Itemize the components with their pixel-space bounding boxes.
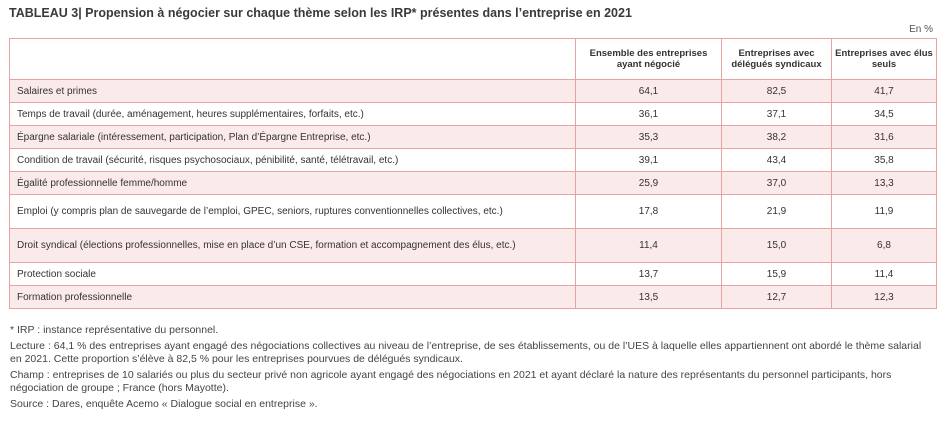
cell-elus: 13,3 bbox=[831, 171, 937, 195]
cell-delegues: 12,7 bbox=[721, 285, 832, 309]
cell-elus: 34,5 bbox=[831, 102, 937, 126]
header-delegues: Entreprises avec délégués syndicaux bbox=[721, 38, 832, 80]
table-row: Protection sociale 13,7 15,9 11,4 bbox=[9, 262, 937, 286]
cell-ensemble: 11,4 bbox=[575, 228, 722, 263]
cell-delegues: 15,9 bbox=[721, 262, 832, 286]
note-lecture: Lecture : 64,1 % des entreprises ayant e… bbox=[10, 339, 922, 366]
unit-label: En % bbox=[909, 24, 933, 35]
note-source: Source : Dares, enquête Acemo « Dialogue… bbox=[10, 397, 318, 410]
cell-ensemble: 36,1 bbox=[575, 102, 722, 126]
header-elus: Entreprises avec élus seuls bbox=[831, 38, 937, 80]
cell-delegues: 37,0 bbox=[721, 171, 832, 195]
cell-elus: 11,4 bbox=[831, 262, 937, 286]
note-champ: Champ : entreprises de 10 salariés ou pl… bbox=[10, 368, 892, 395]
cell-ensemble: 39,1 bbox=[575, 148, 722, 172]
cell-ensemble: 17,8 bbox=[575, 194, 722, 229]
cell-ensemble: 13,5 bbox=[575, 285, 722, 309]
header-ensemble: Ensemble des entreprises ayant négocié bbox=[575, 38, 722, 80]
row-label: Formation professionnelle bbox=[9, 285, 576, 309]
cell-ensemble: 13,7 bbox=[575, 262, 722, 286]
cell-elus: 12,3 bbox=[831, 285, 937, 309]
row-label: Condition de travail (sécurité, risques … bbox=[9, 148, 576, 172]
table-row: Égalité professionnelle femme/homme 25,9… bbox=[9, 171, 937, 195]
cell-delegues: 15,0 bbox=[721, 228, 832, 263]
cell-delegues: 82,5 bbox=[721, 79, 832, 103]
table-row: Emploi (y compris plan de sauvegarde de … bbox=[9, 194, 937, 229]
table-row: Condition de travail (sécurité, risques … bbox=[9, 148, 937, 172]
cell-ensemble: 64,1 bbox=[575, 79, 722, 103]
row-label: Salaires et primes bbox=[9, 79, 576, 103]
cell-delegues: 37,1 bbox=[721, 102, 832, 126]
table-row: Formation professionnelle 13,5 12,7 12,3 bbox=[9, 285, 937, 309]
row-label: Temps de travail (durée, aménagement, he… bbox=[9, 102, 576, 126]
table-row: Épargne salariale (intéressement, partic… bbox=[9, 125, 937, 149]
cell-delegues: 38,2 bbox=[721, 125, 832, 149]
cell-delegues: 43,4 bbox=[721, 148, 832, 172]
row-label: Protection sociale bbox=[9, 262, 576, 286]
table-title: TABLEAU 3| Propension à négocier sur cha… bbox=[9, 6, 632, 20]
footnotes: * IRP : instance représentative du perso… bbox=[10, 324, 935, 413]
cell-elus: 31,6 bbox=[831, 125, 937, 149]
header-row: Ensemble des entreprises ayant négocié E… bbox=[9, 38, 937, 80]
row-label: Droit syndical (élections professionnell… bbox=[9, 228, 576, 263]
data-table: Ensemble des entreprises ayant négocié E… bbox=[9, 38, 937, 309]
cell-ensemble: 25,9 bbox=[575, 171, 722, 195]
table-row: Droit syndical (élections professionnell… bbox=[9, 228, 937, 263]
cell-elus: 35,8 bbox=[831, 148, 937, 172]
cell-elus: 41,7 bbox=[831, 79, 937, 103]
row-label: Égalité professionnelle femme/homme bbox=[9, 171, 576, 195]
cell-elus: 6,8 bbox=[831, 228, 937, 263]
header-blank bbox=[9, 38, 576, 80]
cell-ensemble: 35,3 bbox=[575, 125, 722, 149]
table-row: Temps de travail (durée, aménagement, he… bbox=[9, 102, 937, 126]
note-irp: * IRP : instance représentative du perso… bbox=[10, 324, 219, 336]
table-row: Salaires et primes 64,1 82,5 41,7 bbox=[9, 79, 937, 103]
row-label: Épargne salariale (intéressement, partic… bbox=[9, 125, 576, 149]
cell-delegues: 21,9 bbox=[721, 194, 832, 229]
row-label: Emploi (y compris plan de sauvegarde de … bbox=[9, 194, 576, 229]
cell-elus: 11,9 bbox=[831, 194, 937, 229]
